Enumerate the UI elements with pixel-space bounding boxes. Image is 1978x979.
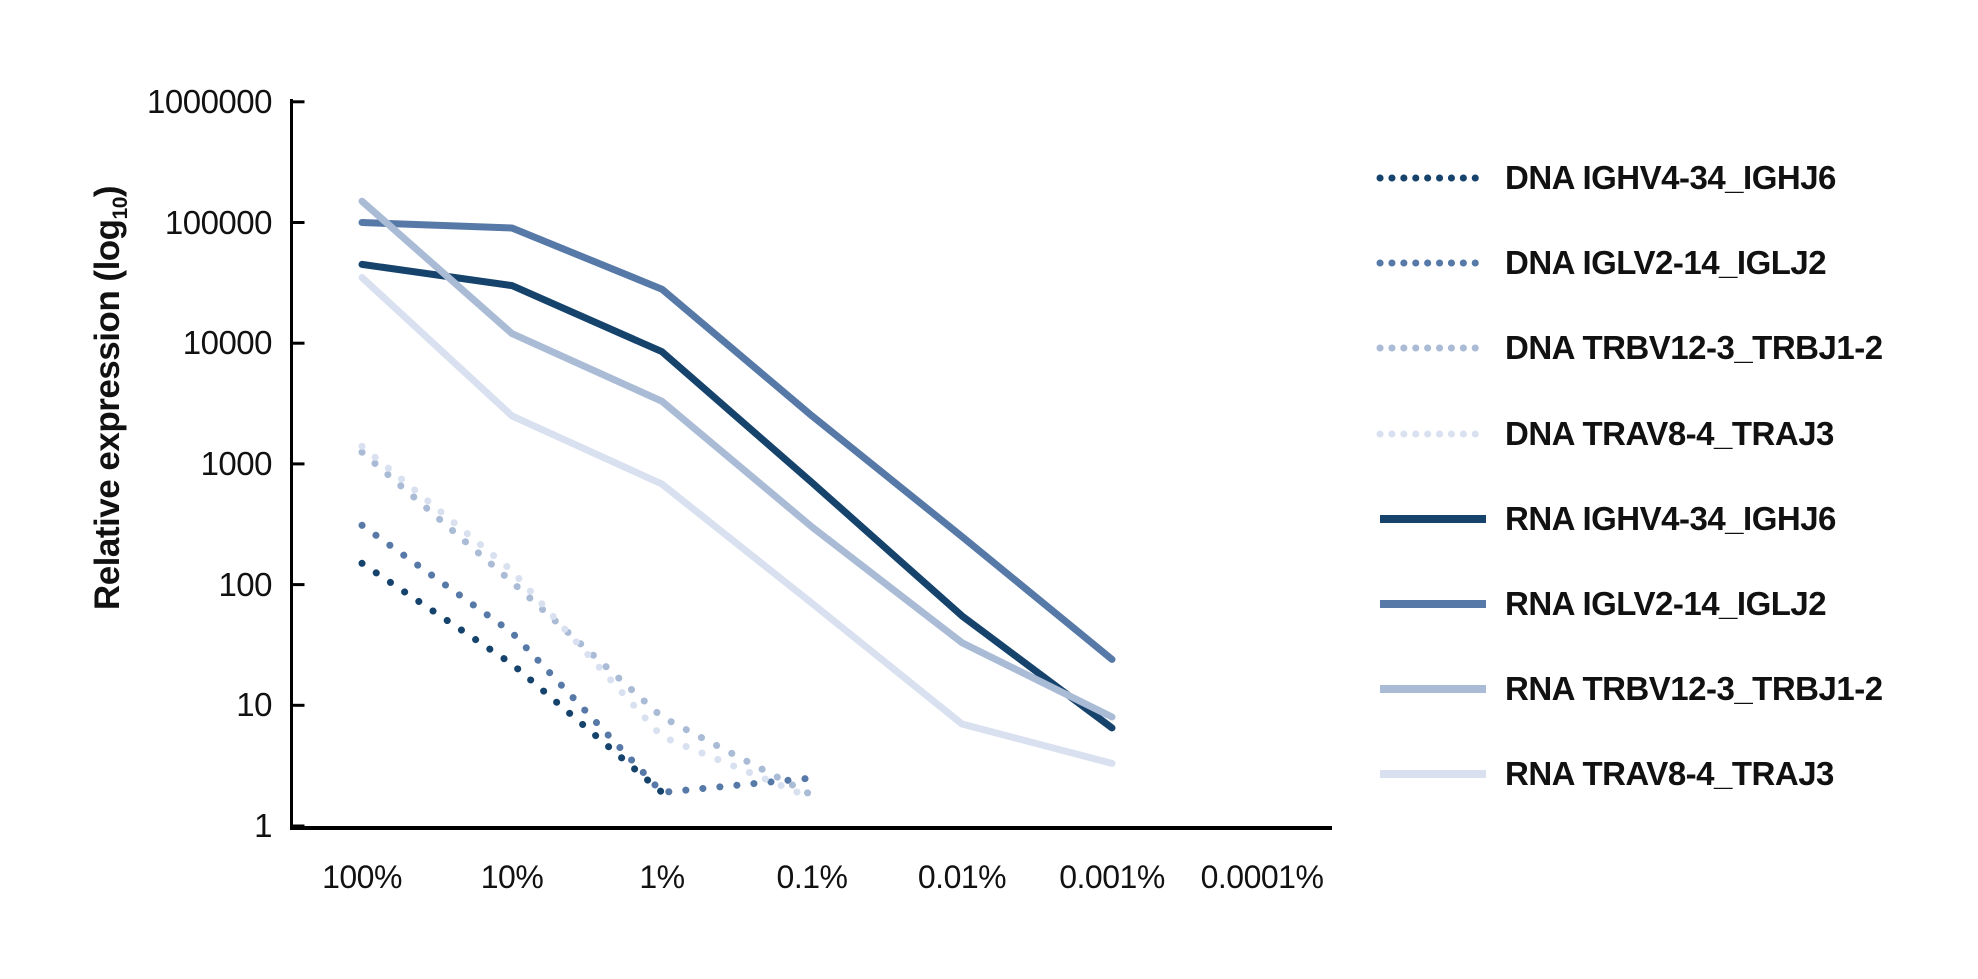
x-axis-tick-label: 0.1% <box>776 859 848 895</box>
series-line-dna-trbv12-3-trbj1-2 <box>358 448 816 799</box>
series-line-dna-iglv2-14-iglj2 <box>358 521 816 796</box>
y-axis-tick-label: 1000000 <box>147 82 272 120</box>
x-axis-tick-label: 0.0001% <box>1200 859 1324 895</box>
series-line-rna-trbv12-3-trbj1-2 <box>358 197 1116 721</box>
x-axis-tick-label: 100% <box>322 859 402 895</box>
series-lines <box>358 197 1116 802</box>
y-axis-tick-label: 1000 <box>200 444 273 482</box>
x-axis-tick-label: 10% <box>480 859 544 895</box>
series-line-rna-ighv4-34-ighj6 <box>358 260 1116 732</box>
axes <box>290 99 1332 830</box>
x-axis-tick-label: 0.001% <box>1059 859 1165 895</box>
x-axis-tick-label: 1% <box>639 859 685 895</box>
series-line-dna-trav8-4-traj3 <box>358 442 816 802</box>
y-axis-tick-label: 100 <box>218 565 272 603</box>
x-axis-tick-label: 0.01% <box>917 859 1007 895</box>
y-axis-tick-label: 1 <box>254 807 272 844</box>
series-line-rna-trav8-4-traj3 <box>358 274 1116 767</box>
y-axis-tick-label: 10000 <box>182 324 273 362</box>
series-line-rna-iglv2-14-iglj2 <box>358 219 1116 663</box>
y-axis-tick-label: 10 <box>236 686 272 724</box>
y-axis-tick-label: 100000 <box>164 203 273 241</box>
